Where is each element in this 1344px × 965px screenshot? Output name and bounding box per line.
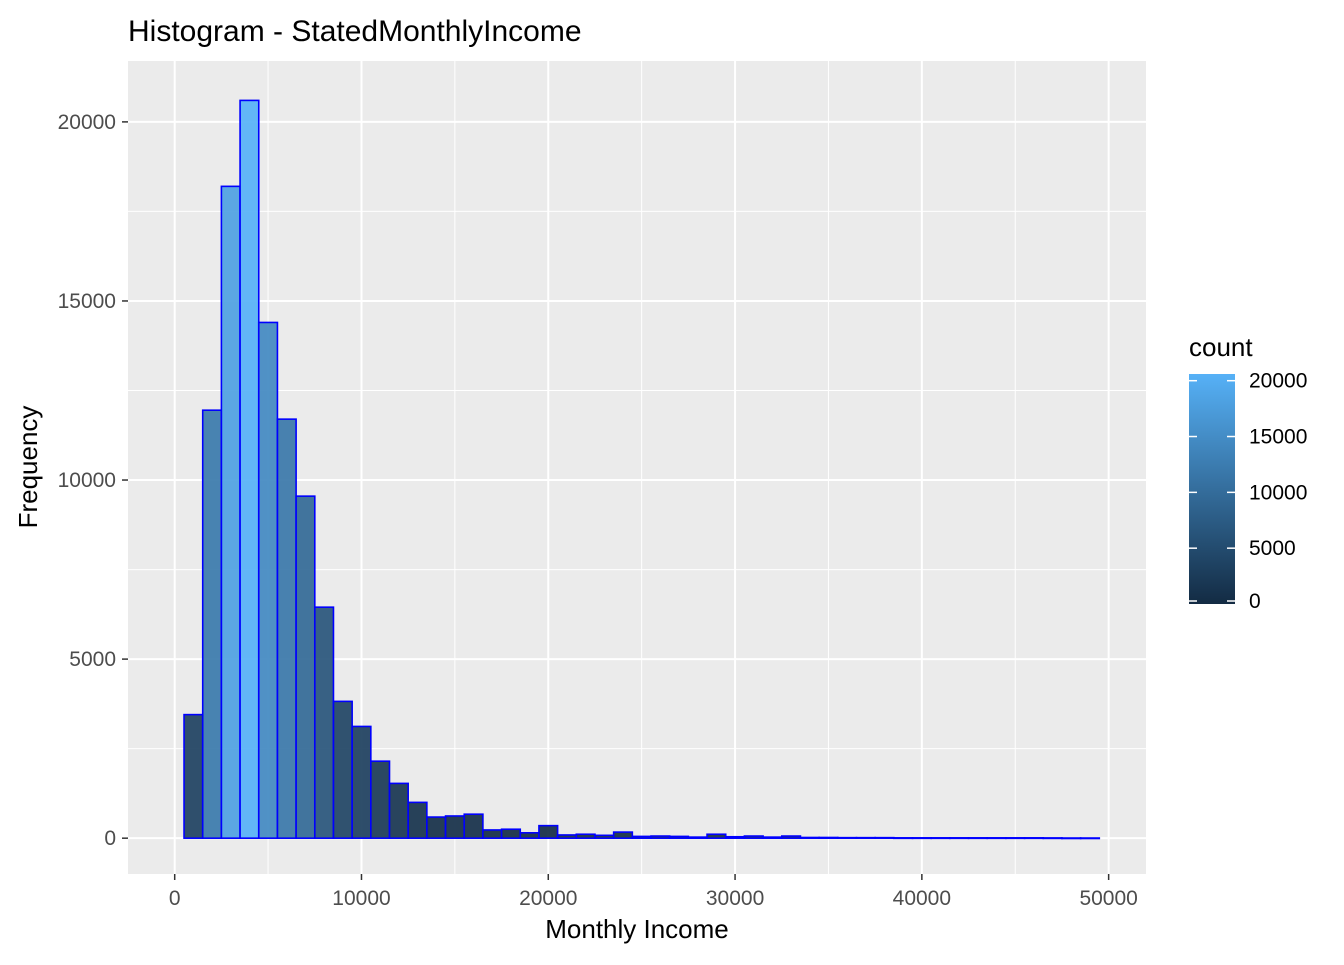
y-tick-label: 20000 (58, 111, 116, 134)
histogram-bar (575, 833, 596, 839)
histogram-bar (519, 832, 540, 839)
legend-ticks: 0 5000 10000 15000 20000 (1189, 370, 1307, 613)
legend: count 0 5000 10000 15000 20000 (1189, 332, 1307, 613)
histogram-bar (949, 837, 970, 840)
grid-minor (128, 61, 1146, 874)
histogram-bar (463, 813, 484, 839)
histogram-bar (351, 725, 372, 839)
legend-tick-label: 10000 (1249, 481, 1307, 504)
histogram-bar (818, 836, 839, 839)
x-tick-label: 10000 (332, 887, 390, 910)
histogram-bar (426, 816, 447, 839)
histogram-bar (762, 836, 783, 839)
histogram-bar (668, 835, 690, 839)
histogram-bar (370, 760, 391, 839)
histogram-bar (1042, 837, 1063, 840)
chart-title: Histogram - StatedMonthlyIncome (128, 15, 582, 48)
histogram-bar (1023, 837, 1045, 840)
x-axis: 0 10000 20000 30000 40000 50000 (169, 874, 1138, 910)
histogram-bar (930, 837, 951, 840)
y-tick-label: 5000 (69, 648, 116, 671)
histogram-bar (799, 836, 820, 839)
legend-tick-label: 0 (1249, 590, 1261, 613)
histogram-bar (650, 835, 671, 839)
histogram-bar (1079, 837, 1101, 840)
histogram-bar (444, 815, 466, 839)
legend-tick-label: 15000 (1249, 426, 1307, 449)
x-tick-label: 30000 (706, 887, 764, 910)
histogram-bar (780, 835, 802, 839)
histogram-bar (295, 495, 316, 839)
histogram-bar (855, 836, 876, 839)
legend-tick-label: 5000 (1249, 537, 1296, 560)
histogram-bar (538, 824, 559, 839)
histogram-bar (1061, 837, 1082, 840)
histogram-bar (239, 99, 260, 839)
histogram-bar (986, 837, 1007, 840)
histogram-bar (911, 837, 932, 840)
histogram-bar (332, 700, 353, 839)
histogram-bar (276, 418, 297, 839)
histogram-bar (482, 829, 503, 839)
histogram-bar (967, 837, 989, 840)
y-tick-label: 15000 (58, 290, 116, 313)
bars (183, 99, 1101, 840)
histogram-bar (612, 831, 634, 839)
histogram-bar (407, 801, 428, 839)
legend-colorbar (1189, 374, 1235, 604)
histogram-bar (183, 713, 204, 839)
histogram-bar (706, 833, 727, 839)
histogram-bar (724, 835, 746, 839)
legend-title: count (1189, 332, 1253, 362)
legend-tick-label: 20000 (1249, 370, 1307, 393)
histogram-bar (1005, 837, 1026, 840)
histogram-bar (220, 185, 241, 839)
y-axis: 0 5000 10000 15000 20000 (58, 111, 128, 850)
y-axis-label: Frequency (13, 406, 43, 529)
histogram-bar (257, 321, 279, 839)
y-tick-label: 10000 (58, 469, 116, 492)
histogram-bar (743, 835, 764, 839)
histogram-bar (556, 834, 578, 839)
histogram-bar (313, 606, 335, 839)
histogram-bar (874, 836, 895, 839)
histogram-bar (631, 835, 652, 839)
x-tick-label: 50000 (1079, 887, 1137, 910)
x-tick-label: 0 (169, 887, 181, 910)
histogram-bar (893, 837, 914, 840)
y-tick-label: 0 (104, 827, 116, 850)
x-tick-label: 20000 (519, 887, 577, 910)
histogram-bar (687, 836, 708, 839)
histogram-bar (594, 834, 615, 839)
x-axis-label: Monthly Income (545, 914, 729, 944)
histogram-bar (836, 836, 858, 839)
x-tick-label: 40000 (893, 887, 951, 910)
histogram-bar (201, 409, 223, 839)
histogram-bar (500, 828, 522, 839)
histogram-bar (388, 782, 409, 839)
